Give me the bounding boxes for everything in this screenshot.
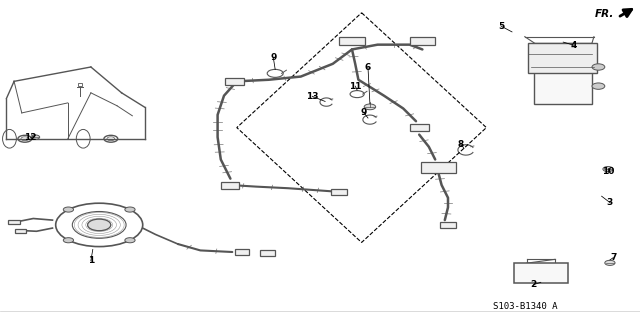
Text: 11: 11 [349,82,362,91]
FancyBboxPatch shape [534,43,592,104]
FancyBboxPatch shape [410,124,429,131]
Circle shape [31,135,40,139]
Text: 5: 5 [498,22,504,31]
Text: 9: 9 [360,108,367,117]
FancyBboxPatch shape [410,37,435,45]
Circle shape [88,219,111,231]
Circle shape [592,83,605,89]
Text: 1: 1 [88,256,94,265]
FancyBboxPatch shape [260,250,275,256]
FancyBboxPatch shape [8,219,20,224]
Circle shape [364,104,376,110]
FancyBboxPatch shape [15,228,26,233]
Text: S103-B1340 A: S103-B1340 A [493,302,557,311]
Text: 3: 3 [607,198,613,207]
FancyBboxPatch shape [514,263,568,283]
FancyBboxPatch shape [235,249,249,255]
Circle shape [63,207,74,212]
Text: 6: 6 [365,63,371,72]
Text: 7: 7 [610,253,616,262]
FancyBboxPatch shape [332,189,348,195]
Text: 4: 4 [571,41,577,50]
Circle shape [603,167,613,172]
Text: 12: 12 [24,133,37,142]
Text: 9: 9 [270,53,276,62]
FancyBboxPatch shape [440,222,456,228]
FancyBboxPatch shape [339,37,365,45]
Circle shape [592,64,605,70]
Text: 13: 13 [306,92,319,101]
Text: 10: 10 [602,167,614,176]
Circle shape [63,238,74,243]
Circle shape [605,260,615,265]
Text: 2: 2 [531,280,537,289]
Text: 8: 8 [458,140,464,149]
Text: FR.: FR. [595,9,614,19]
FancyBboxPatch shape [221,182,239,189]
FancyBboxPatch shape [421,162,456,173]
FancyBboxPatch shape [528,43,597,73]
FancyBboxPatch shape [225,78,244,85]
FancyBboxPatch shape [78,84,83,86]
Circle shape [125,238,135,243]
Circle shape [125,207,135,212]
